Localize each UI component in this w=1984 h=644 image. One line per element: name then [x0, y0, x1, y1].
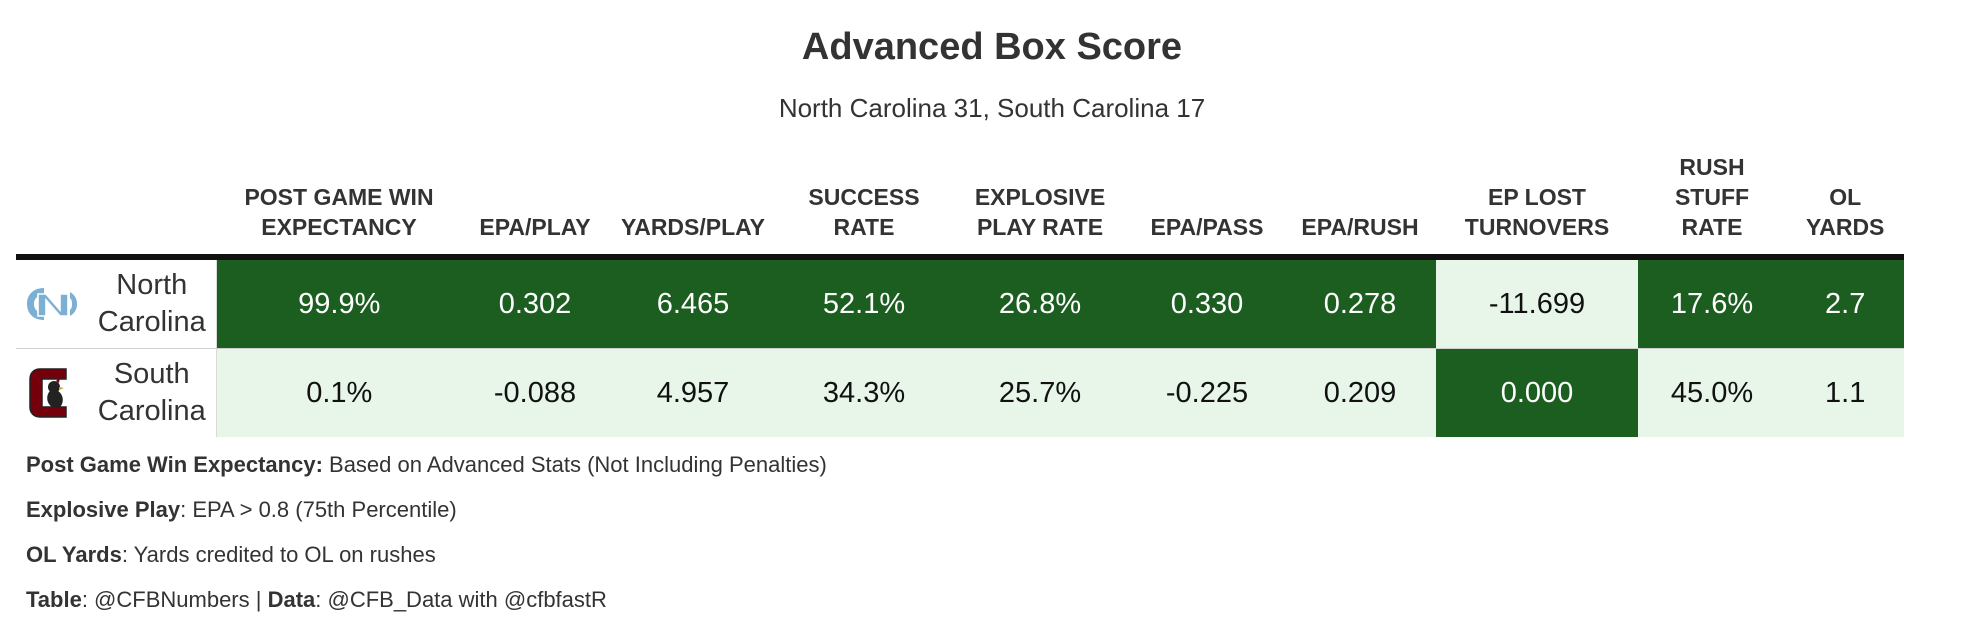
footnote-win-expectancy: Post Game Win Expectancy: Based on Advan…	[26, 450, 827, 495]
footnote-ol-yards: OL Yards: Yards credited to OL on rushes	[26, 540, 827, 585]
header-rush-stuff-rate: RUSH STUFF RATE	[1638, 140, 1786, 260]
header-row: POST GAME WIN EXPECTANCY EPA/PLAY YARDS/…	[16, 140, 1905, 260]
header-explosive-play-rate: EXPLOSIVE PLAY RATE	[950, 140, 1130, 260]
header-ep-lost-turnovers: EP LOST TURNOVERS	[1436, 140, 1638, 260]
footnote-credits: Table: @CFBNumbers | Data: @CFB_Data wit…	[26, 585, 827, 630]
header-epa-per-play: EPA/PLAY	[462, 140, 608, 260]
footnote-text: : Yards credited to OL on rushes	[121, 542, 436, 567]
footnote-label: OL Yards	[26, 542, 122, 567]
stat-cell: 0.330	[1130, 257, 1284, 349]
header-ol-yards: OL YARDS	[1786, 140, 1905, 260]
footnote-text: Based on Advanced Stats (Not Including P…	[322, 452, 827, 477]
chart-title: Advanced Box Score	[801, 26, 1183, 68]
stat-cell: 52.1%	[778, 257, 950, 349]
stat-cell: -0.225	[1130, 348, 1284, 437]
stat-cell: 0.000	[1436, 348, 1638, 437]
header-yards-per-play: YARDS/PLAY	[608, 140, 778, 260]
footnote-text: : @CFBNumbers |	[81, 587, 268, 612]
stat-cell: 0.278	[1284, 257, 1436, 349]
header-success-rate: SUCCESS RATE	[778, 140, 950, 260]
team-name: North Carolina	[88, 257, 217, 349]
table-row-south-carolina: South Carolina 0.1% -0.088 4.957 34.3% 2…	[16, 348, 1905, 437]
south-carolina-gamecock-icon	[29, 368, 67, 418]
team-logo-cell	[16, 348, 88, 437]
stat-cell: 0.209	[1284, 348, 1436, 437]
header-post-game-win-expectancy: POST GAME WIN EXPECTANCY	[216, 140, 462, 260]
stat-cell: 34.3%	[778, 348, 950, 437]
stat-cell: 17.6%	[1638, 257, 1786, 349]
stat-cell: 2.7	[1786, 257, 1905, 349]
stat-cell: 25.7%	[950, 348, 1130, 437]
unc-logo-icon	[27, 288, 77, 320]
stat-cell: 6.465	[608, 257, 778, 349]
stat-cell: 26.8%	[950, 257, 1130, 349]
header-team	[88, 140, 216, 260]
header-epa-per-pass: EPA/PASS	[1130, 140, 1284, 260]
stat-cell: 1.1	[1786, 348, 1905, 437]
stat-cell: -0.088	[462, 348, 608, 437]
stat-cell: 0.1%	[216, 348, 462, 437]
footnote-label: Data	[267, 587, 316, 612]
footnote-text: : EPA > 0.8 (75th Percentile)	[180, 497, 457, 522]
team-name: South Carolina	[88, 348, 217, 437]
stat-cell: 45.0%	[1638, 348, 1786, 437]
footnotes: Post Game Win Expectancy: Based on Advan…	[26, 450, 827, 630]
footnote-label: Post Game Win Expectancy:	[26, 452, 323, 477]
box-score-table: POST GAME WIN EXPECTANCY EPA/PLAY YARDS/…	[16, 140, 1905, 437]
chart-subtitle: North Carolina 31, South Carolina 17	[778, 93, 1206, 123]
header-logo	[16, 140, 88, 260]
stat-cell: 0.302	[462, 257, 608, 349]
footnote-explosive-play: Explosive Play: EPA > 0.8 (75th Percenti…	[26, 495, 827, 540]
stat-cell: -11.699	[1436, 257, 1638, 349]
footnote-label: Explosive Play	[26, 497, 181, 522]
footnote-text: : @CFB_Data with @cfbfastR	[315, 587, 607, 612]
stat-cell: 4.957	[608, 348, 778, 437]
stat-cell: 99.9%	[216, 257, 462, 349]
table-row-north-carolina: North Carolina 99.9% 0.302 6.465 52.1% 2…	[16, 257, 1905, 349]
team-logo-cell	[16, 257, 88, 349]
footnote-label: Table	[26, 587, 82, 612]
header-epa-per-rush: EPA/RUSH	[1284, 140, 1436, 260]
